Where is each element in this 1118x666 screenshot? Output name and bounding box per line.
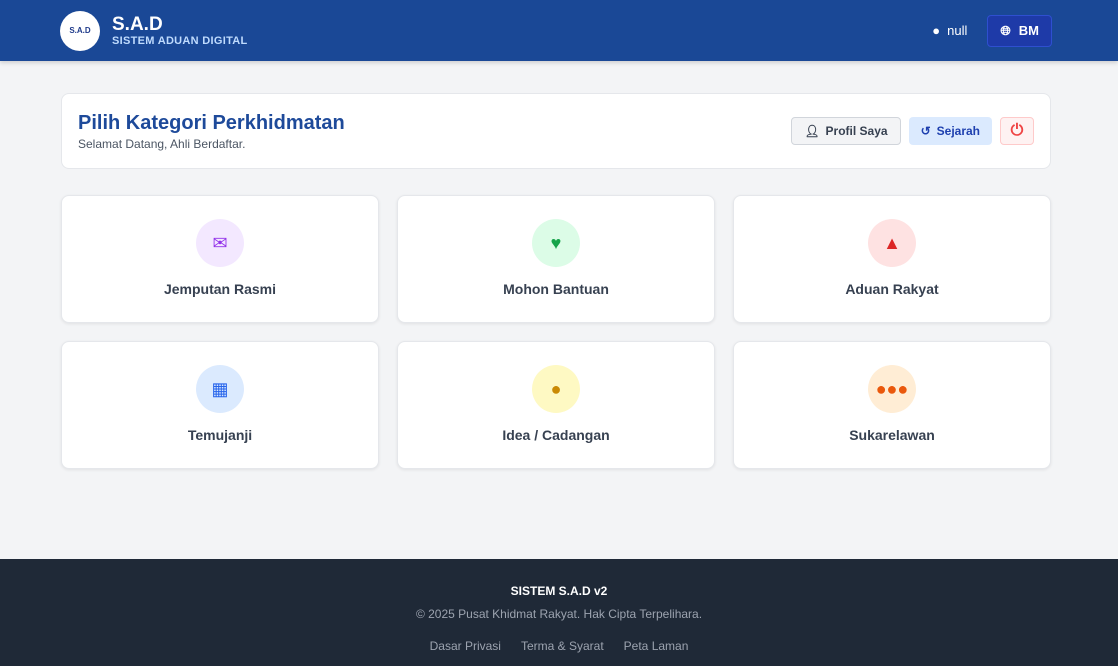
brand: S.A.D SISTEM ADUAN DIGITAL (112, 13, 248, 47)
logo-text: S.A.D (69, 26, 91, 35)
service-label: Jemputan Rasmi (163, 281, 277, 297)
service-mohon-bantuan[interactable]: ♥ Mohon Bantuan (397, 195, 715, 323)
privacy-link[interactable]: Dasar Privasi (429, 639, 501, 653)
calendar-check-icon: ▦ (196, 365, 244, 413)
welcome-text: Selamat Datang, Ahli Berdaftar. (78, 137, 246, 151)
envelope-open-icon: ✉ (196, 219, 244, 267)
history-icon: ↺ (920, 124, 931, 138)
service-temujanji[interactable]: ▦ Temujanji (61, 341, 379, 469)
app-subtitle: SISTEM ADUAN DIGITAL (112, 34, 248, 47)
history-button[interactable]: ↺ Sejarah (908, 117, 992, 145)
service-label: Idea / Cadangan (502, 427, 610, 443)
sitemap-link[interactable]: Peta Laman (623, 639, 689, 653)
profile-label: Profil Saya (825, 124, 888, 138)
service-label: Temujanji (187, 427, 253, 443)
footer-title: SISTEM S.A.D v2 (510, 584, 608, 598)
profile-button[interactable]: 👤︎ Profil Saya (791, 117, 901, 145)
app-title: S.A.D (112, 13, 163, 35)
user-info[interactable]: ● null (932, 23, 967, 38)
logout-button[interactable]: ⏻ (1000, 117, 1034, 145)
language-label: BM (1018, 23, 1039, 38)
service-grid: ✉ Jemputan Rasmi ♥ Mohon Bantuan ▲ Aduan Ra… (61, 195, 1051, 469)
service-idea-cadangan[interactable]: ● Idea / Cadangan (397, 341, 715, 469)
warning-icon: ▲ (868, 219, 916, 267)
lightbulb-icon: ● (532, 365, 580, 413)
globe-icon: 🌐︎ (1000, 22, 1011, 38)
service-aduan-rakyat[interactable]: ▲ Aduan Rakyat (733, 195, 1051, 323)
hand-holding-heart-icon: ♥ (532, 219, 580, 267)
user-edit-icon: 👤︎ (804, 124, 820, 138)
username: null (947, 23, 968, 38)
service-jemputan-rasmi[interactable]: ✉ Jemputan Rasmi (61, 195, 379, 323)
terms-link[interactable]: Terma & Syarat (520, 639, 604, 653)
footer: SISTEM S.A.D v2 © 2025 Pusat Khidmat Rak… (0, 559, 1118, 666)
service-label: Aduan Rakyat (845, 281, 939, 297)
history-label: Sejarah (936, 124, 980, 138)
language-button[interactable]: 🌐︎ BM (987, 14, 1052, 47)
top-navbar: S.A.D S.A.D SISTEM ADUAN DIGITAL ● null 🌐… (0, 0, 1118, 61)
users-icon: ●●● (868, 365, 916, 413)
power-icon: ⏻ (1010, 122, 1024, 139)
category-panel: Pilih Kategori Perkhidmatan Selamat Data… (61, 93, 1051, 169)
user-circle-icon: ● (932, 23, 941, 38)
service-label: Mohon Bantuan (503, 281, 609, 297)
service-sukarelawan[interactable]: ●●● Sukarelawan (733, 341, 1051, 469)
page-title: Pilih Kategori Perkhidmatan (78, 112, 345, 134)
copyright: © 2025 Pusat Khidmat Rakyat. Hak Cipta T… (415, 607, 703, 621)
logo[interactable]: S.A.D (60, 10, 100, 51)
service-label: Sukarelawan (849, 427, 935, 443)
